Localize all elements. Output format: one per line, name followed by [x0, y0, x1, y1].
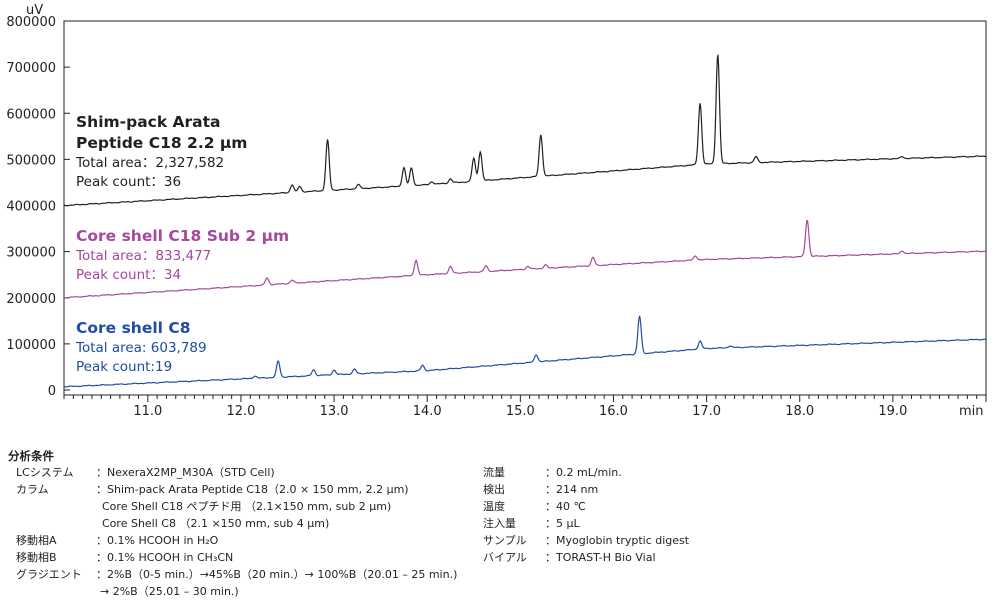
- condition-value: ：TORAST-H Bio Vial: [545, 551, 656, 564]
- series-name-label: Core shell C18 Sub 2 µm: [76, 227, 289, 245]
- condition-key: グラジエント: [16, 568, 82, 581]
- conditions-right-column: 流量 ：0.2 mL/min. 検出 ：214 nm 温度 ：40 ℃ 注入量 …: [483, 464, 689, 566]
- y-tick-label: 500000: [6, 153, 56, 168]
- condition-value: → 2%B（25.01 – 30 min.): [100, 585, 239, 598]
- condition-value: ：NexeraX2MP_M30A（STD Cell): [96, 466, 275, 479]
- condition-row: 流量 ：0.2 mL/min.: [483, 464, 689, 481]
- condition-key: バイアル: [483, 551, 527, 564]
- series-total-area: Total area：833,477: [75, 248, 211, 264]
- condition-row: 温度 ：40 ℃: [483, 498, 689, 515]
- condition-value: Core Shell C18 ペプチド用 （2.1×150 mm, sub 2 …: [102, 500, 392, 513]
- condition-key: 移動相B: [16, 551, 57, 564]
- series-peak-count: Peak count:19: [76, 359, 172, 375]
- series-peak-count: Peak count：36: [76, 174, 181, 190]
- condition-key: サンプル: [483, 534, 527, 547]
- series-total-area: Total area：2,327,582: [75, 155, 224, 171]
- condition-row: 移動相A ：0.1% HCOOH in H₂O: [8, 532, 457, 549]
- y-tick-label: 600000: [6, 107, 56, 122]
- y-tick-label: 700000: [6, 61, 56, 76]
- condition-row: Core Shell C18 ペプチド用 （2.1×150 mm, sub 2 …: [8, 498, 457, 515]
- y-unit-label: uV: [26, 3, 43, 18]
- y-tick-label: 200000: [6, 292, 56, 307]
- x-unit-label: min: [959, 404, 984, 419]
- condition-value: ：2%B（0-5 min.）→45%B（20 min.）→ 100%B（20.0…: [96, 568, 458, 581]
- x-tick-label: 15.0: [506, 404, 535, 419]
- x-tick-label: 13.0: [320, 404, 349, 419]
- y-axis: 800000 700000 600000 500000 400000 300000 2000…: [6, 15, 70, 399]
- x-tick-label: 14.0: [413, 404, 442, 419]
- condition-value: ：0.2 mL/min.: [545, 466, 622, 479]
- condition-value: ：40 ℃: [545, 500, 586, 513]
- trace-series-1: [63, 54, 987, 207]
- trace-series-2: [63, 219, 987, 299]
- x-tick-label: 18.0: [785, 404, 814, 419]
- series-lines: [63, 54, 987, 388]
- chromatogram-chart: 800000 700000 600000 500000 400000 300000 2000…: [6, 3, 987, 419]
- y-tick-label: 0: [48, 384, 56, 399]
- condition-row: サンプル ：Myoglobin tryptic digest: [483, 532, 689, 549]
- series-peak-count: Peak count：34: [76, 267, 181, 283]
- x-axis: 11.0 12.0 13.0 14.0 15.0 16.0 17.0 18.0 19.0: [63, 395, 987, 419]
- condition-value: ：5 µL: [545, 517, 580, 530]
- x-tick-label: 17.0: [692, 404, 721, 419]
- condition-key: 流量: [483, 466, 505, 479]
- x-tick-label: 19.0: [878, 404, 907, 419]
- analysis-conditions: 分析条件 LCシステム ：NexeraX2MP_M30A（STD Cell) カ…: [8, 448, 998, 604]
- y-tick-label: 800000: [6, 15, 56, 30]
- condition-key: 検出: [483, 483, 505, 496]
- condition-value: ：Myoglobin tryptic digest: [545, 534, 690, 547]
- series-name-label: Peptide C18 2.2 µm: [76, 134, 247, 152]
- condition-row: LCシステム ：NexeraX2MP_M30A（STD Cell): [8, 464, 457, 481]
- y-tick-label: 100000: [6, 338, 56, 353]
- conditions-heading: 分析条件: [8, 449, 54, 463]
- condition-row: 移動相B ：0.1% HCOOH in CH₃CN: [8, 549, 457, 566]
- condition-value: Core Shell C8 （2.1 ×150 mm, sub 4 µm): [102, 517, 330, 530]
- y-tick-label: 400000: [6, 200, 56, 215]
- x-tick-label: 16.0: [599, 404, 628, 419]
- series-name-label: Shim-pack Arata: [76, 113, 221, 131]
- condition-row: Core Shell C8 （2.1 ×150 mm, sub 4 µm): [8, 515, 457, 532]
- condition-row: → 2%B（25.01 – 30 min.): [8, 583, 457, 600]
- condition-row: グラジエント ：2%B（0-5 min.）→45%B（20 min.）→ 100…: [8, 566, 457, 583]
- condition-row: カラム ：Shim-pack Arata Peptide C18（2.0 × 1…: [8, 481, 457, 498]
- condition-key: 温度: [483, 500, 505, 513]
- condition-row: 注入量 ：5 µL: [483, 515, 689, 532]
- condition-key: 注入量: [483, 517, 516, 530]
- condition-value: ：Shim-pack Arata Peptide C18（2.0 × 150 m…: [96, 483, 409, 496]
- x-tick-label: 11.0: [133, 404, 162, 419]
- condition-key: カラム: [16, 483, 49, 496]
- condition-row: バイアル ：TORAST-H Bio Vial: [483, 549, 689, 566]
- y-tick-label: 300000: [6, 246, 56, 261]
- conditions-left-column: LCシステム ：NexeraX2MP_M30A（STD Cell) カラム ：S…: [8, 464, 457, 600]
- condition-key: LCシステム: [16, 466, 74, 479]
- condition-value: ：0.1% HCOOH in CH₃CN: [96, 551, 234, 564]
- condition-value: ：0.1% HCOOH in H₂O: [96, 534, 219, 547]
- plot-frame: [63, 20, 987, 396]
- x-tick-label: 12.0: [226, 404, 255, 419]
- series-name-label: Core shell C8: [76, 319, 191, 337]
- condition-key: 移動相A: [16, 534, 57, 547]
- series-annotations: Shim-pack Arata Peptide C18 2.2 µm Total a…: [75, 113, 289, 375]
- series-total-area: Total area: 603,789: [75, 340, 207, 356]
- trace-series-3: [63, 315, 987, 388]
- condition-row: 検出 ：214 nm: [483, 481, 689, 498]
- condition-value: ：214 nm: [545, 483, 599, 496]
